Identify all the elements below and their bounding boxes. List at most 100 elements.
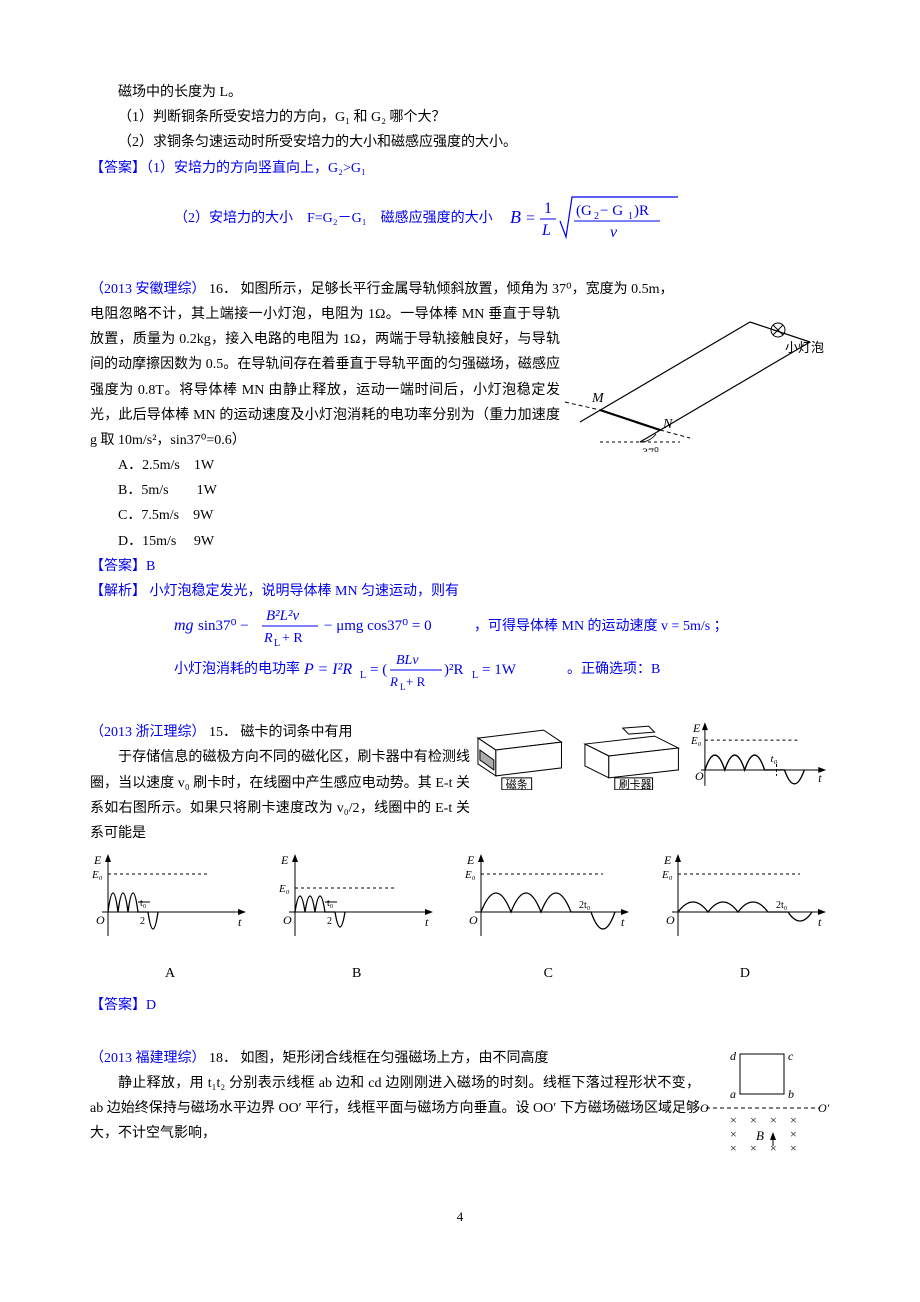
q16-exp2-tail: 。正确选项：B xyxy=(567,662,660,677)
prelude-line-2: （1）判断铜条所受安培力的方向，G₁ 和 G₂ 哪个大？ xyxy=(90,105,830,130)
q16-exp-formula2: 小灯泡消耗的电功率 P = I²R L = ( BLv R L + R )²R … xyxy=(90,648,830,692)
q16-num: 16． xyxy=(209,282,237,297)
q16-optC: C．7.5m/s 9W xyxy=(118,503,830,528)
svg-text:2: 2 xyxy=(140,916,145,927)
q16-exp2-prefix: 小灯泡消耗的电功率 xyxy=(174,662,304,677)
svg-text:E₀: E₀ xyxy=(464,869,476,881)
q15-stem2: 于存储信息的磁极方向不同的磁化区，刷卡器中有检测线圈，当以速度 v₀ 刷卡时，在… xyxy=(90,745,470,846)
svg-text:t: t xyxy=(621,915,625,929)
q16-tag: （2013 安徽理综） xyxy=(90,282,206,297)
svg-text:O: O xyxy=(96,913,105,927)
svg-text:×: × xyxy=(730,1113,737,1127)
q18-tag: （2013 福建理综） xyxy=(90,1051,206,1066)
svg-text:P = I²R: P = I²R xyxy=(304,661,352,678)
q15-graph-original: E E₀ O t t₀ xyxy=(691,720,830,800)
svg-text:a: a xyxy=(730,1087,736,1101)
svg-text:− μmg cos37⁰ = 0: − μmg cos37⁰ = 0 xyxy=(324,618,432,634)
svg-text:)R: )R xyxy=(634,203,649,219)
svg-text:E: E xyxy=(466,853,475,867)
svg-text:2t₀: 2t₀ xyxy=(579,900,591,911)
svg-text:×: × xyxy=(770,1113,777,1127)
svg-text:1: 1 xyxy=(628,211,633,222)
svg-text:N: N xyxy=(662,417,673,432)
svg-text:磁条: 磁条 xyxy=(506,777,528,790)
svg-text:E: E xyxy=(93,853,102,867)
svg-text:×: × xyxy=(790,1113,797,1127)
svg-text:t: t xyxy=(238,915,242,929)
svg-text:O: O xyxy=(283,913,292,927)
q18-num: 18． xyxy=(209,1051,237,1066)
svg-text:+ R: + R xyxy=(406,674,426,689)
svg-text:R: R xyxy=(389,674,398,689)
svg-text:t₀: t₀ xyxy=(770,753,777,765)
svg-text:d: d xyxy=(730,1049,737,1063)
svg-text:O: O xyxy=(469,913,478,927)
formula-b-expression: B = 1 L (G 2 − G 1 )R v xyxy=(510,191,680,247)
svg-text:×: × xyxy=(750,1141,757,1155)
svg-text:E: E xyxy=(692,721,701,735)
q16-label-bulb: 小灯泡 xyxy=(785,340,824,355)
q15-num: 15． xyxy=(209,725,237,740)
svg-text:×: × xyxy=(790,1141,797,1155)
svg-text:O′: O′ xyxy=(818,1101,830,1115)
q16-exp-label: 【解析】 xyxy=(90,584,146,599)
q16-line1: （2013 安徽理综） 16． 如图所示，足够长平行金属导轨倾斜放置，倾角为 3… xyxy=(90,277,830,302)
svg-text:，可得导体棒 MN 的运动速度 v = 5m/s ；: ，可得导体棒 MN 的运动速度 v = 5m/s ； xyxy=(474,617,728,634)
svg-text:+ R: + R xyxy=(282,631,303,646)
q15-top-figs: 磁条 刷卡器 E E₀ O t xyxy=(470,720,830,846)
svg-text:c: c xyxy=(788,1049,794,1063)
q16-optB: B．5m/s 1W xyxy=(118,478,830,503)
svg-text:sin37⁰ −: sin37⁰ − xyxy=(198,618,249,634)
svg-text:L: L xyxy=(360,670,366,681)
q15-optA-label: A xyxy=(90,961,250,986)
svg-text:b: b xyxy=(788,1087,794,1101)
q16-optD: D．15m/s 9W xyxy=(118,529,830,554)
svg-text:= 1W: = 1W xyxy=(482,662,517,678)
q15-tag: （2013 浙江理综） xyxy=(90,725,206,740)
svg-text:B²L²v: B²L²v xyxy=(266,608,299,624)
svg-text:)²R: )²R xyxy=(444,662,464,678)
q18-diagram: d c a b O O′ ×××× ×× ×××× B xyxy=(700,1046,830,1165)
svg-text:t: t xyxy=(818,915,822,929)
svg-text:×: × xyxy=(730,1141,737,1155)
svg-text:E₀: E₀ xyxy=(91,869,103,881)
svg-text:BLv: BLv xyxy=(396,653,419,668)
svg-text:O: O xyxy=(695,769,704,783)
svg-text:B: B xyxy=(756,1128,764,1143)
svg-text:O: O xyxy=(700,1101,709,1115)
svg-text:− G: − G xyxy=(600,203,623,219)
q15-optB-label: B xyxy=(277,961,437,986)
q16-exp-formula1: mg sin37⁰ − B²L²v R L + R − μmg cos37⁰ =… xyxy=(90,604,830,648)
svg-text:B: B xyxy=(510,207,521,227)
q16-exp-line1: 小灯泡稳定发光，说明导体棒 MN 匀速运动，则有 xyxy=(150,584,460,599)
svg-text:1: 1 xyxy=(544,200,552,217)
svg-text:×: × xyxy=(790,1127,797,1141)
svg-text:×: × xyxy=(730,1127,737,1141)
svg-text:t: t xyxy=(818,771,822,785)
svg-text:=: = xyxy=(526,210,535,227)
svg-text:R: R xyxy=(263,631,273,646)
svg-text:= (: = ( xyxy=(370,662,387,678)
svg-text:M: M xyxy=(591,391,605,406)
svg-text:37⁰: 37⁰ xyxy=(642,445,659,452)
svg-text:刷卡器: 刷卡器 xyxy=(619,778,652,790)
q15-optD-label: D xyxy=(660,961,830,986)
prelude-answer-2-prefix: （2）安培力的大小 F=G₂－G₁ 磁感应强度的大小 xyxy=(174,211,507,226)
page-number: 4 xyxy=(90,1205,830,1228)
svg-text:v: v xyxy=(610,224,618,241)
q15-option-graphs: E E₀ O t t₀ 2 A E E₀ O xyxy=(90,852,830,986)
svg-text:L: L xyxy=(274,638,280,648)
svg-text:t₀: t₀ xyxy=(140,898,147,909)
svg-text:2t₀: 2t₀ xyxy=(776,900,788,911)
q15-optC-label: C xyxy=(463,961,633,986)
svg-text:2: 2 xyxy=(327,916,332,927)
svg-text:E₀: E₀ xyxy=(278,883,290,895)
svg-text:E₀: E₀ xyxy=(661,869,673,881)
q15-stem1: 磁卡的词条中有用 xyxy=(241,725,353,740)
q18-block: d c a b O O′ ×××× ×× ×××× B （2013 福建理综） … xyxy=(90,1046,830,1165)
q16-stem1: 如图所示，足够长平行金属导轨倾斜放置，倾角为 37⁰，宽度为 0.5m， xyxy=(241,282,674,297)
svg-text:2: 2 xyxy=(594,211,599,222)
q15-answer: 【答案】D xyxy=(90,993,830,1018)
q18-stem1: 如图，矩形闭合线框在匀强磁场上方，由不同高度 xyxy=(241,1051,549,1066)
svg-text:O: O xyxy=(666,913,675,927)
